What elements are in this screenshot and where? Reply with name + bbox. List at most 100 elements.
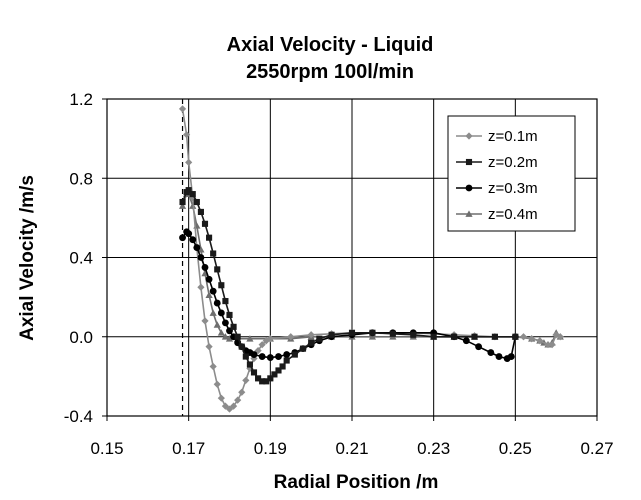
data-point [178,202,187,209]
data-point [266,354,274,361]
data-point [552,331,560,339]
data-point [258,353,266,360]
x-tick-label: 0.15 [90,439,123,458]
data-point [213,299,221,307]
data-point [275,353,282,360]
legend-marker [465,184,473,192]
data-point [307,331,315,339]
data-point [217,329,225,336]
plot-series [178,105,564,413]
legend-item: z=0.2m [456,154,538,171]
legend-item: z=0.4m [456,206,538,223]
data-point [197,208,204,215]
data-point [189,236,197,244]
data-point [491,333,498,340]
data-point [267,375,274,382]
data-point [222,298,229,305]
data-point [185,187,192,194]
x-tick-label: 0.25 [499,439,532,458]
y-tick-label: 0.0 [69,328,93,347]
data-point [214,266,221,273]
data-point [193,198,200,206]
data-point [183,131,191,139]
data-point [229,402,238,410]
data-point [225,335,234,342]
data-point [389,330,396,337]
legend-marker [465,158,473,166]
data-point [328,331,335,338]
data-point [185,230,193,238]
legend-label: z=0.2m [488,154,538,171]
data-point [495,353,503,360]
data-point [279,363,286,370]
data-point [430,333,437,340]
data-point [221,333,230,340]
data-point [528,335,536,343]
data-point [250,354,258,363]
data-point [217,394,225,402]
data-point [471,333,478,340]
data-point [197,283,205,291]
data-point [226,311,233,319]
legend-marker [465,132,473,140]
data-point [189,191,196,198]
data-point [258,341,266,349]
y-tick-label: 1.2 [69,90,93,109]
x-tick-label: 0.23 [417,439,450,458]
x-tick-label: 0.17 [172,439,205,458]
data-point [255,375,262,382]
data-point [205,291,213,299]
data-point [179,234,186,242]
data-point [348,329,356,336]
data-point [205,343,213,351]
data-point [193,244,201,252]
data-point [291,351,298,358]
data-point [230,323,237,330]
series-z-0-2m [179,187,519,385]
y-tick-label: 0.4 [69,249,93,268]
data-point [185,158,193,166]
data-point [369,329,376,336]
data-point [213,321,221,328]
x-tick-label: 0.19 [254,439,287,458]
data-point [271,371,278,378]
legend-label: z=0.3m [488,180,538,197]
data-point [242,353,249,360]
y-axis-title: Axial Velocity /m/s [17,175,38,341]
data-point [178,105,187,113]
data-point [238,388,246,396]
data-point [242,376,250,384]
data-point [205,275,213,283]
data-point [209,287,217,295]
data-point [299,345,307,352]
data-point [308,339,315,346]
legend-item: z=0.1m [456,128,538,145]
data-point [316,335,323,342]
data-point [283,357,290,364]
data-point [206,234,213,241]
data-point [487,349,495,357]
data-point [475,343,483,351]
data-point [512,333,519,340]
data-point [234,333,241,340]
data-point [536,337,544,345]
data-point [275,367,282,374]
legend-label: z=0.1m [488,128,538,145]
x-tick-label: 0.27 [580,439,613,458]
data-point [238,343,245,350]
data-point [201,317,209,325]
data-point [218,282,225,289]
chart-title: Axial Velocity - Liquid [227,34,434,56]
data-point [221,319,229,327]
data-point [217,309,225,317]
data-point [179,198,186,206]
data-point [201,263,209,271]
legend-label: z=0.4m [488,206,538,223]
data-point [556,333,564,341]
data-point [266,335,274,343]
data-point [250,369,258,376]
data-point [519,333,528,341]
data-point [462,337,470,345]
chart-subtitle: 2550rpm 100l/min [246,61,414,83]
